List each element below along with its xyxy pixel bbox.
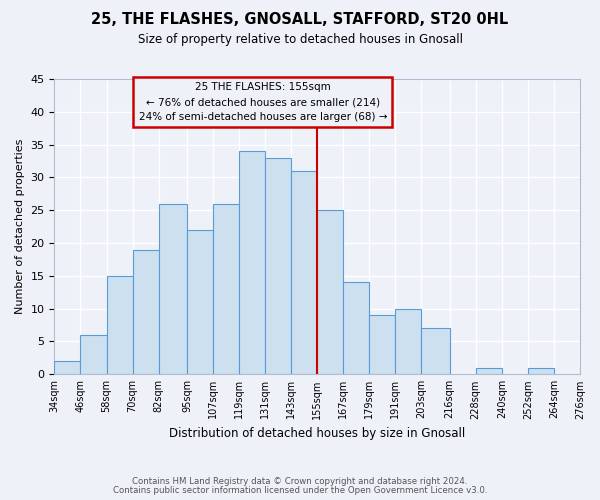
X-axis label: Distribution of detached houses by size in Gnosall: Distribution of detached houses by size … xyxy=(169,427,466,440)
Text: Contains HM Land Registry data © Crown copyright and database right 2024.: Contains HM Land Registry data © Crown c… xyxy=(132,477,468,486)
Bar xyxy=(476,368,502,374)
Y-axis label: Number of detached properties: Number of detached properties xyxy=(15,139,25,314)
Text: 25, THE FLASHES, GNOSALL, STAFFORD, ST20 0HL: 25, THE FLASHES, GNOSALL, STAFFORD, ST20… xyxy=(91,12,509,28)
Bar xyxy=(239,151,265,374)
Bar xyxy=(291,171,317,374)
Bar xyxy=(133,250,158,374)
Bar xyxy=(317,210,343,374)
Bar xyxy=(158,204,187,374)
Bar xyxy=(107,276,133,374)
Bar xyxy=(370,315,395,374)
Bar xyxy=(265,158,291,374)
Bar xyxy=(395,308,421,374)
Text: 25 THE FLASHES: 155sqm
← 76% of detached houses are smaller (214)
24% of semi-de: 25 THE FLASHES: 155sqm ← 76% of detached… xyxy=(139,82,387,122)
Bar xyxy=(580,368,600,374)
Text: Size of property relative to detached houses in Gnosall: Size of property relative to detached ho… xyxy=(137,32,463,46)
Bar xyxy=(528,368,554,374)
Bar xyxy=(213,204,239,374)
Bar xyxy=(187,230,213,374)
Bar xyxy=(421,328,449,374)
Bar xyxy=(343,282,370,374)
Bar xyxy=(80,335,107,374)
Text: Contains public sector information licensed under the Open Government Licence v3: Contains public sector information licen… xyxy=(113,486,487,495)
Bar xyxy=(55,361,80,374)
